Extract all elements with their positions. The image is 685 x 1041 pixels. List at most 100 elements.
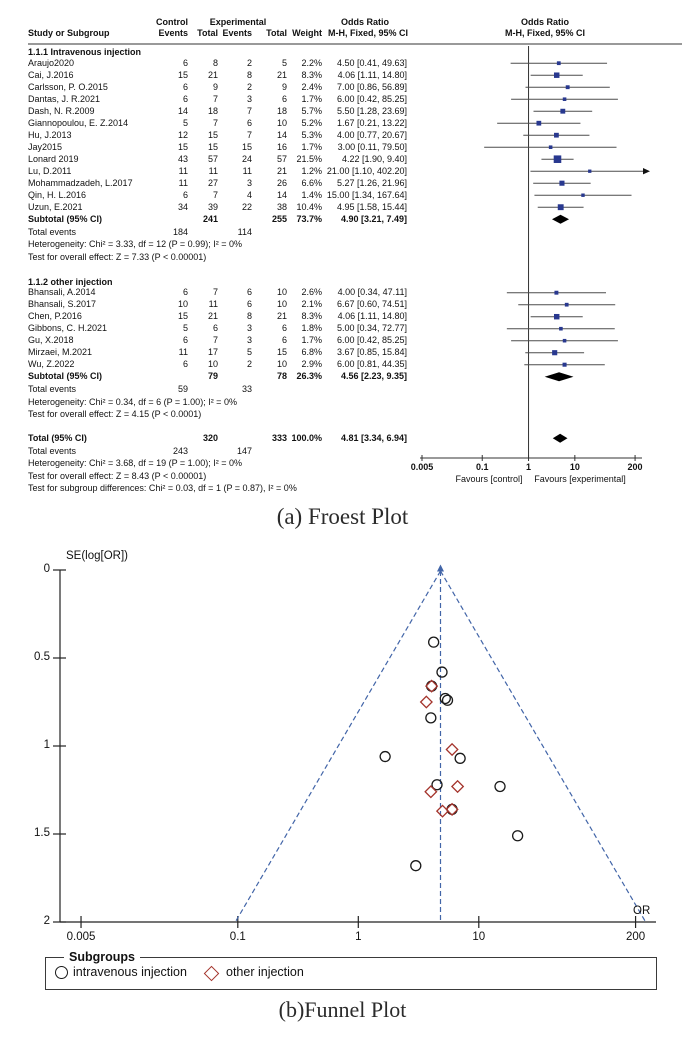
study-name: Bhansali, S.2017	[28, 299, 97, 310]
grand-heterogeneity-row: Heterogeneity: Chi² = 3.68, df = 19 (P =…	[0, 458, 685, 469]
study-or-square	[588, 169, 592, 173]
study-or-square	[562, 362, 567, 367]
cell-value: 57	[207, 153, 218, 164]
cell-value: 7	[212, 117, 218, 128]
funnel-point-circle	[511, 830, 524, 842]
weight-column-header: Weight	[292, 28, 322, 38]
study-name: Qin, H. L.2016	[28, 189, 87, 200]
cell-value: 8	[246, 69, 252, 80]
heterogeneity-row: Heterogeneity: Chi² = 3.33, df = 12 (P =…	[0, 239, 685, 250]
study-or-square	[553, 72, 560, 78]
cell-value: 1.8%	[301, 323, 322, 334]
cell-value: 100.0%	[291, 432, 322, 443]
total-events-row: Total events 59 33	[0, 384, 685, 395]
pooled-diamond	[552, 433, 568, 443]
cell-value: 1.7%	[301, 141, 322, 152]
funnel-y-axis-label: SE(log[OR])	[66, 550, 128, 562]
study-name: Lu, D.2011	[28, 165, 72, 176]
study-or-square	[552, 350, 558, 356]
or-ci-text: 4.00 [0.77, 20.67]	[336, 129, 407, 140]
cell-value: 17	[207, 347, 218, 358]
cell-value: 73.7%	[296, 213, 322, 224]
study-or-square	[581, 193, 585, 197]
study-row: Qin, H. L.2016 6 7 4 14 1.4% 15.00 [1.34, 167.…	[0, 190, 685, 201]
cell-value: 2.1%	[301, 299, 322, 310]
grand-total-events-row: Total events 243 147	[0, 446, 685, 457]
funnel-x-axis-label: OR	[633, 905, 651, 917]
cell-value: 1.4%	[301, 189, 322, 200]
cell-value: 10	[276, 287, 287, 298]
funnel-legend: Subgroups intravenous injection other in…	[45, 950, 657, 990]
subgroup-label: 1.1.2 other injection	[28, 276, 113, 287]
study-row: Araujo2020 6 8 2 5 2.2% 4.50 [0.41, 49.63]	[0, 58, 685, 69]
or-ci-text: 5.50 [1.28, 23.69]	[336, 105, 407, 116]
cell-value: 14	[276, 189, 287, 200]
grand-total-label: Total (95% CI)	[28, 432, 87, 443]
cell-value: 1.7%	[301, 335, 322, 346]
cell-value: 79	[207, 371, 218, 382]
cell-value: 10.4%	[296, 201, 322, 212]
forest-axis-tick-label: 0.1	[475, 462, 489, 472]
experimental-total-header: Total	[266, 28, 287, 38]
cell-value: 2.9%	[301, 359, 322, 370]
cell-value: 5	[281, 57, 287, 68]
subgroup-differences-row: Test for subgroup differences: Chi² = 0.…	[0, 483, 685, 494]
total-events-row: Total events 184 114	[0, 227, 685, 238]
or-ci-text: 21.00 [1.10, 402.20]	[326, 165, 407, 176]
cell-value: 9	[281, 81, 287, 92]
cell-value: 320	[202, 432, 218, 443]
funnel-x-tick-label: 1	[355, 931, 362, 943]
cell-value: 15	[177, 141, 188, 152]
total-events-label: Total events	[28, 445, 77, 456]
cell-value: 21	[276, 69, 287, 80]
cell-value: 10	[177, 299, 188, 310]
or-ci-text: 4.06 [1.11, 14.80]	[337, 311, 407, 322]
cell-value: 10	[207, 359, 218, 370]
study-row: Carlsson, P. O.2015 6 9 2 9 2.4% 7.00 [0.86, 5…	[0, 82, 685, 93]
cell-value: 5.2%	[301, 117, 322, 128]
subgroup-label-row: 1.1.1 Intravenous injection	[0, 47, 685, 58]
cell-value: 2.4%	[301, 81, 322, 92]
study-or-square	[562, 338, 567, 343]
study-row: Cai, J.2016 15 21 8 21 8.3% 4.06 [1.11, 14.80]	[0, 70, 685, 81]
study-name: Giannopoulou, E. Z.2014	[28, 117, 129, 128]
control-column-header: Control	[156, 17, 188, 27]
cell-value: 59	[177, 384, 188, 395]
overall-effect-row: Test for overall effect: Z = 4.15 (P < 0…	[0, 409, 685, 420]
cell-value: 14	[177, 105, 188, 116]
cell-value: 6.6%	[301, 177, 322, 188]
cell-value: 7	[246, 105, 252, 116]
or-ci-text: 1.67 [0.21, 13.22]	[336, 117, 407, 128]
cell-value: 27	[207, 177, 218, 188]
cell-value: 15	[276, 347, 287, 358]
heterogeneity-text: Heterogeneity: Chi² = 3.33, df = 12 (P =…	[28, 239, 242, 250]
cell-value: 4	[246, 189, 252, 200]
or-ci-text: 5.27 [1.26, 21.96]	[336, 177, 407, 188]
cell-value: 5	[246, 347, 252, 358]
funnel-point-circle	[425, 712, 437, 724]
cell-value: 6	[182, 359, 188, 370]
total-events-label: Total events	[28, 384, 77, 395]
or-ci-text: 4.00 [0.34, 47.11]	[337, 287, 407, 298]
heterogeneity-row: Heterogeneity: Chi² = 0.34, df = 6 (P = …	[0, 397, 685, 408]
cell-value: 2	[246, 81, 252, 92]
cell-value: 22	[241, 201, 252, 212]
or-ci-text: 6.00 [0.42, 85.25]	[336, 93, 407, 104]
cell-value: 8	[246, 311, 252, 322]
total-events-label: Total events	[28, 226, 77, 237]
cell-value: 26.3%	[296, 371, 322, 382]
favours-experimental-label: Favours [experimental]	[534, 474, 626, 484]
study-or-square	[554, 290, 559, 295]
funnel-point-circle	[410, 860, 422, 872]
study-or-square	[560, 108, 566, 114]
cell-value: 16	[276, 141, 287, 152]
study-or-square	[557, 204, 564, 211]
cell-value: 26	[276, 177, 287, 188]
study-or-square	[559, 180, 565, 186]
forest-axis-tick-label: 200	[627, 462, 643, 472]
ci-arrow-right	[643, 168, 650, 175]
funnel-right-dashed-line	[439, 570, 647, 923]
cell-value: 184	[172, 226, 188, 237]
study-row: Mohammadzadeh, L.2017 11 27 3 26 6.6% 5.27 [1.…	[0, 178, 685, 189]
